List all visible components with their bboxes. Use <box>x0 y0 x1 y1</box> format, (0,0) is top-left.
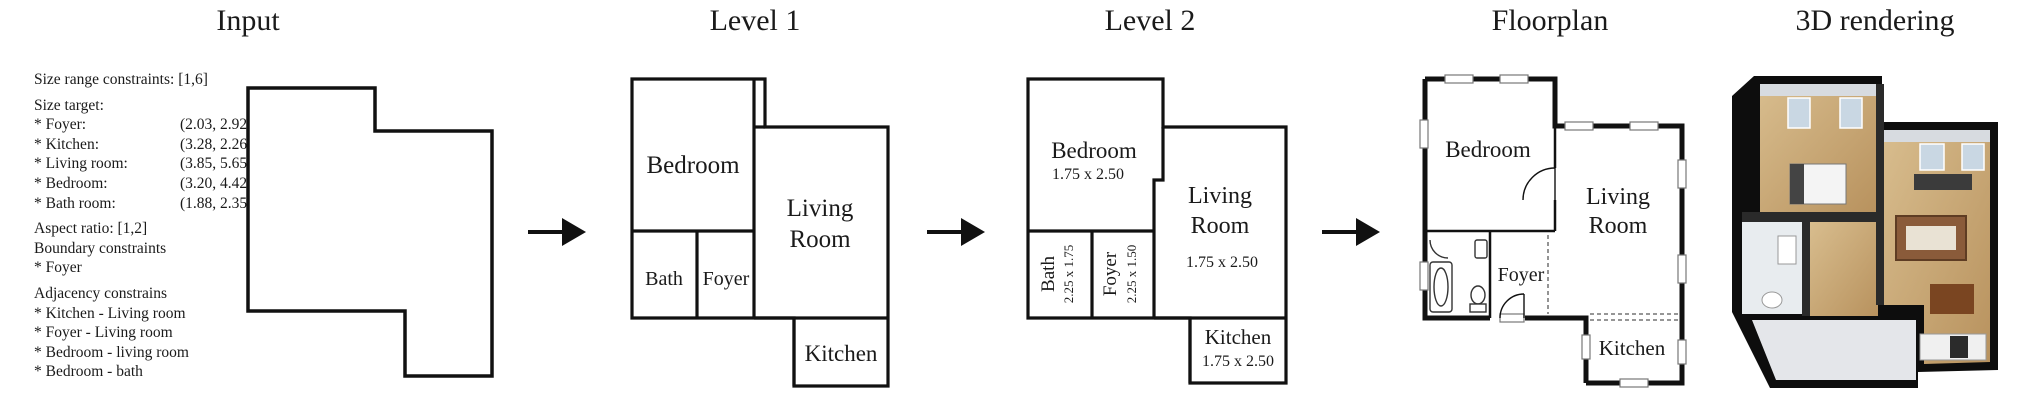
size-target-item: * Foyer: (2.03, 2.92) <box>34 115 252 135</box>
size-target-item: * Bedroom: (3.20, 4.42) <box>34 174 252 194</box>
size-target-label: * Bedroom: <box>34 174 108 192</box>
level1-layout <box>630 77 890 388</box>
arrow-icon <box>927 218 985 246</box>
l2-bath-label: Bath <box>1038 256 1059 292</box>
size-target-value: (3.28, 2.26) <box>180 135 253 153</box>
l1-living-label: Living <box>787 195 854 222</box>
fp-bedroom-label: Bedroom <box>1445 137 1531 162</box>
size-target-label: * Bath room: <box>34 194 116 212</box>
input-boundary-outline <box>246 86 494 378</box>
l2-kitchen-size: 1.75 x 2.50 <box>1202 353 1274 370</box>
rendering-title: 3D rendering <box>1795 4 1955 37</box>
l2-foyer-label: Foyer <box>1100 251 1121 296</box>
l2-kitchen-label: Kitchen <box>1205 325 1272 349</box>
size-target-item: * Bath room: (1.88, 2.35) <box>34 194 252 214</box>
fp-living-label: Living <box>1586 184 1650 210</box>
size-target-value: (3.85, 5.65) <box>180 155 253 173</box>
l2-living-size: 1.75 x 2.50 <box>1186 254 1258 271</box>
l2-living-label: Living <box>1188 183 1252 209</box>
l1-foyer-label: Foyer <box>703 268 750 290</box>
size-target-value: (1.88, 2.35) <box>180 194 253 212</box>
constraints-list: Size range constraints: [1,6] Size targe… <box>34 70 252 382</box>
level2-layout <box>1026 77 1288 385</box>
l1-room-label: Room <box>789 226 851 253</box>
l2-foyer-size: 2.25 x 1.50 <box>1124 245 1139 304</box>
size-target-item: * Kitchen: (3.28, 2.26) <box>34 135 252 155</box>
l2-bedroom-label: Bedroom <box>1051 138 1137 163</box>
adjacency-header: Adjacency constrains <box>34 284 167 302</box>
arrow-icon <box>1322 218 1380 246</box>
floorplan-title: Floorplan <box>1491 4 1609 37</box>
boundary-header: Boundary constraints <box>34 239 167 257</box>
size-target-label: * Living room: <box>34 155 128 173</box>
size-target-value: (3.20, 4.42) <box>180 174 253 192</box>
adjacency-item: * Kitchen - Living room <box>34 304 186 322</box>
boundary-item: * Foyer <box>34 259 82 277</box>
input-title: Input <box>216 4 280 37</box>
l2-bedroom-size: 1.75 x 2.50 <box>1052 166 1124 183</box>
l1-bath-label: Bath <box>645 268 683 290</box>
size-target-item: * Living room: (3.85, 5.65) <box>34 154 252 174</box>
size-target-label: * Foyer: <box>34 116 87 134</box>
adjacency-item: * Bedroom - living room <box>34 343 189 361</box>
l1-kitchen-label: Kitchen <box>805 341 878 366</box>
level1-title: Level 1 <box>709 4 801 37</box>
floorplan-layout <box>1419 74 1687 388</box>
size-target-value: (2.03, 2.92) <box>180 116 253 134</box>
arrow-icon <box>528 218 586 246</box>
fp-room-label: Room <box>1589 213 1648 239</box>
aspect-ratio-constraint: Aspect ratio: [1,2] <box>34 220 148 238</box>
fp-foyer-label: Foyer <box>1498 264 1545 286</box>
rendering-3d-image <box>1732 76 1998 388</box>
size-target-header: Size target: <box>34 96 104 114</box>
l1-bedroom-label: Bedroom <box>646 152 740 179</box>
size-range-constraint: Size range constraints: [1,6] <box>34 71 208 88</box>
l2-room-label: Room <box>1191 213 1250 239</box>
fp-kitchen-label: Kitchen <box>1599 336 1666 360</box>
size-target-label: * Kitchen: <box>34 135 99 153</box>
adjacency-item: * Bedroom - bath <box>34 363 143 381</box>
adjacency-item: * Foyer - Living room <box>34 324 173 342</box>
level2-title: Level 2 <box>1104 4 1196 37</box>
l2-bath-size: 2.25 x 1.75 <box>1061 245 1076 304</box>
